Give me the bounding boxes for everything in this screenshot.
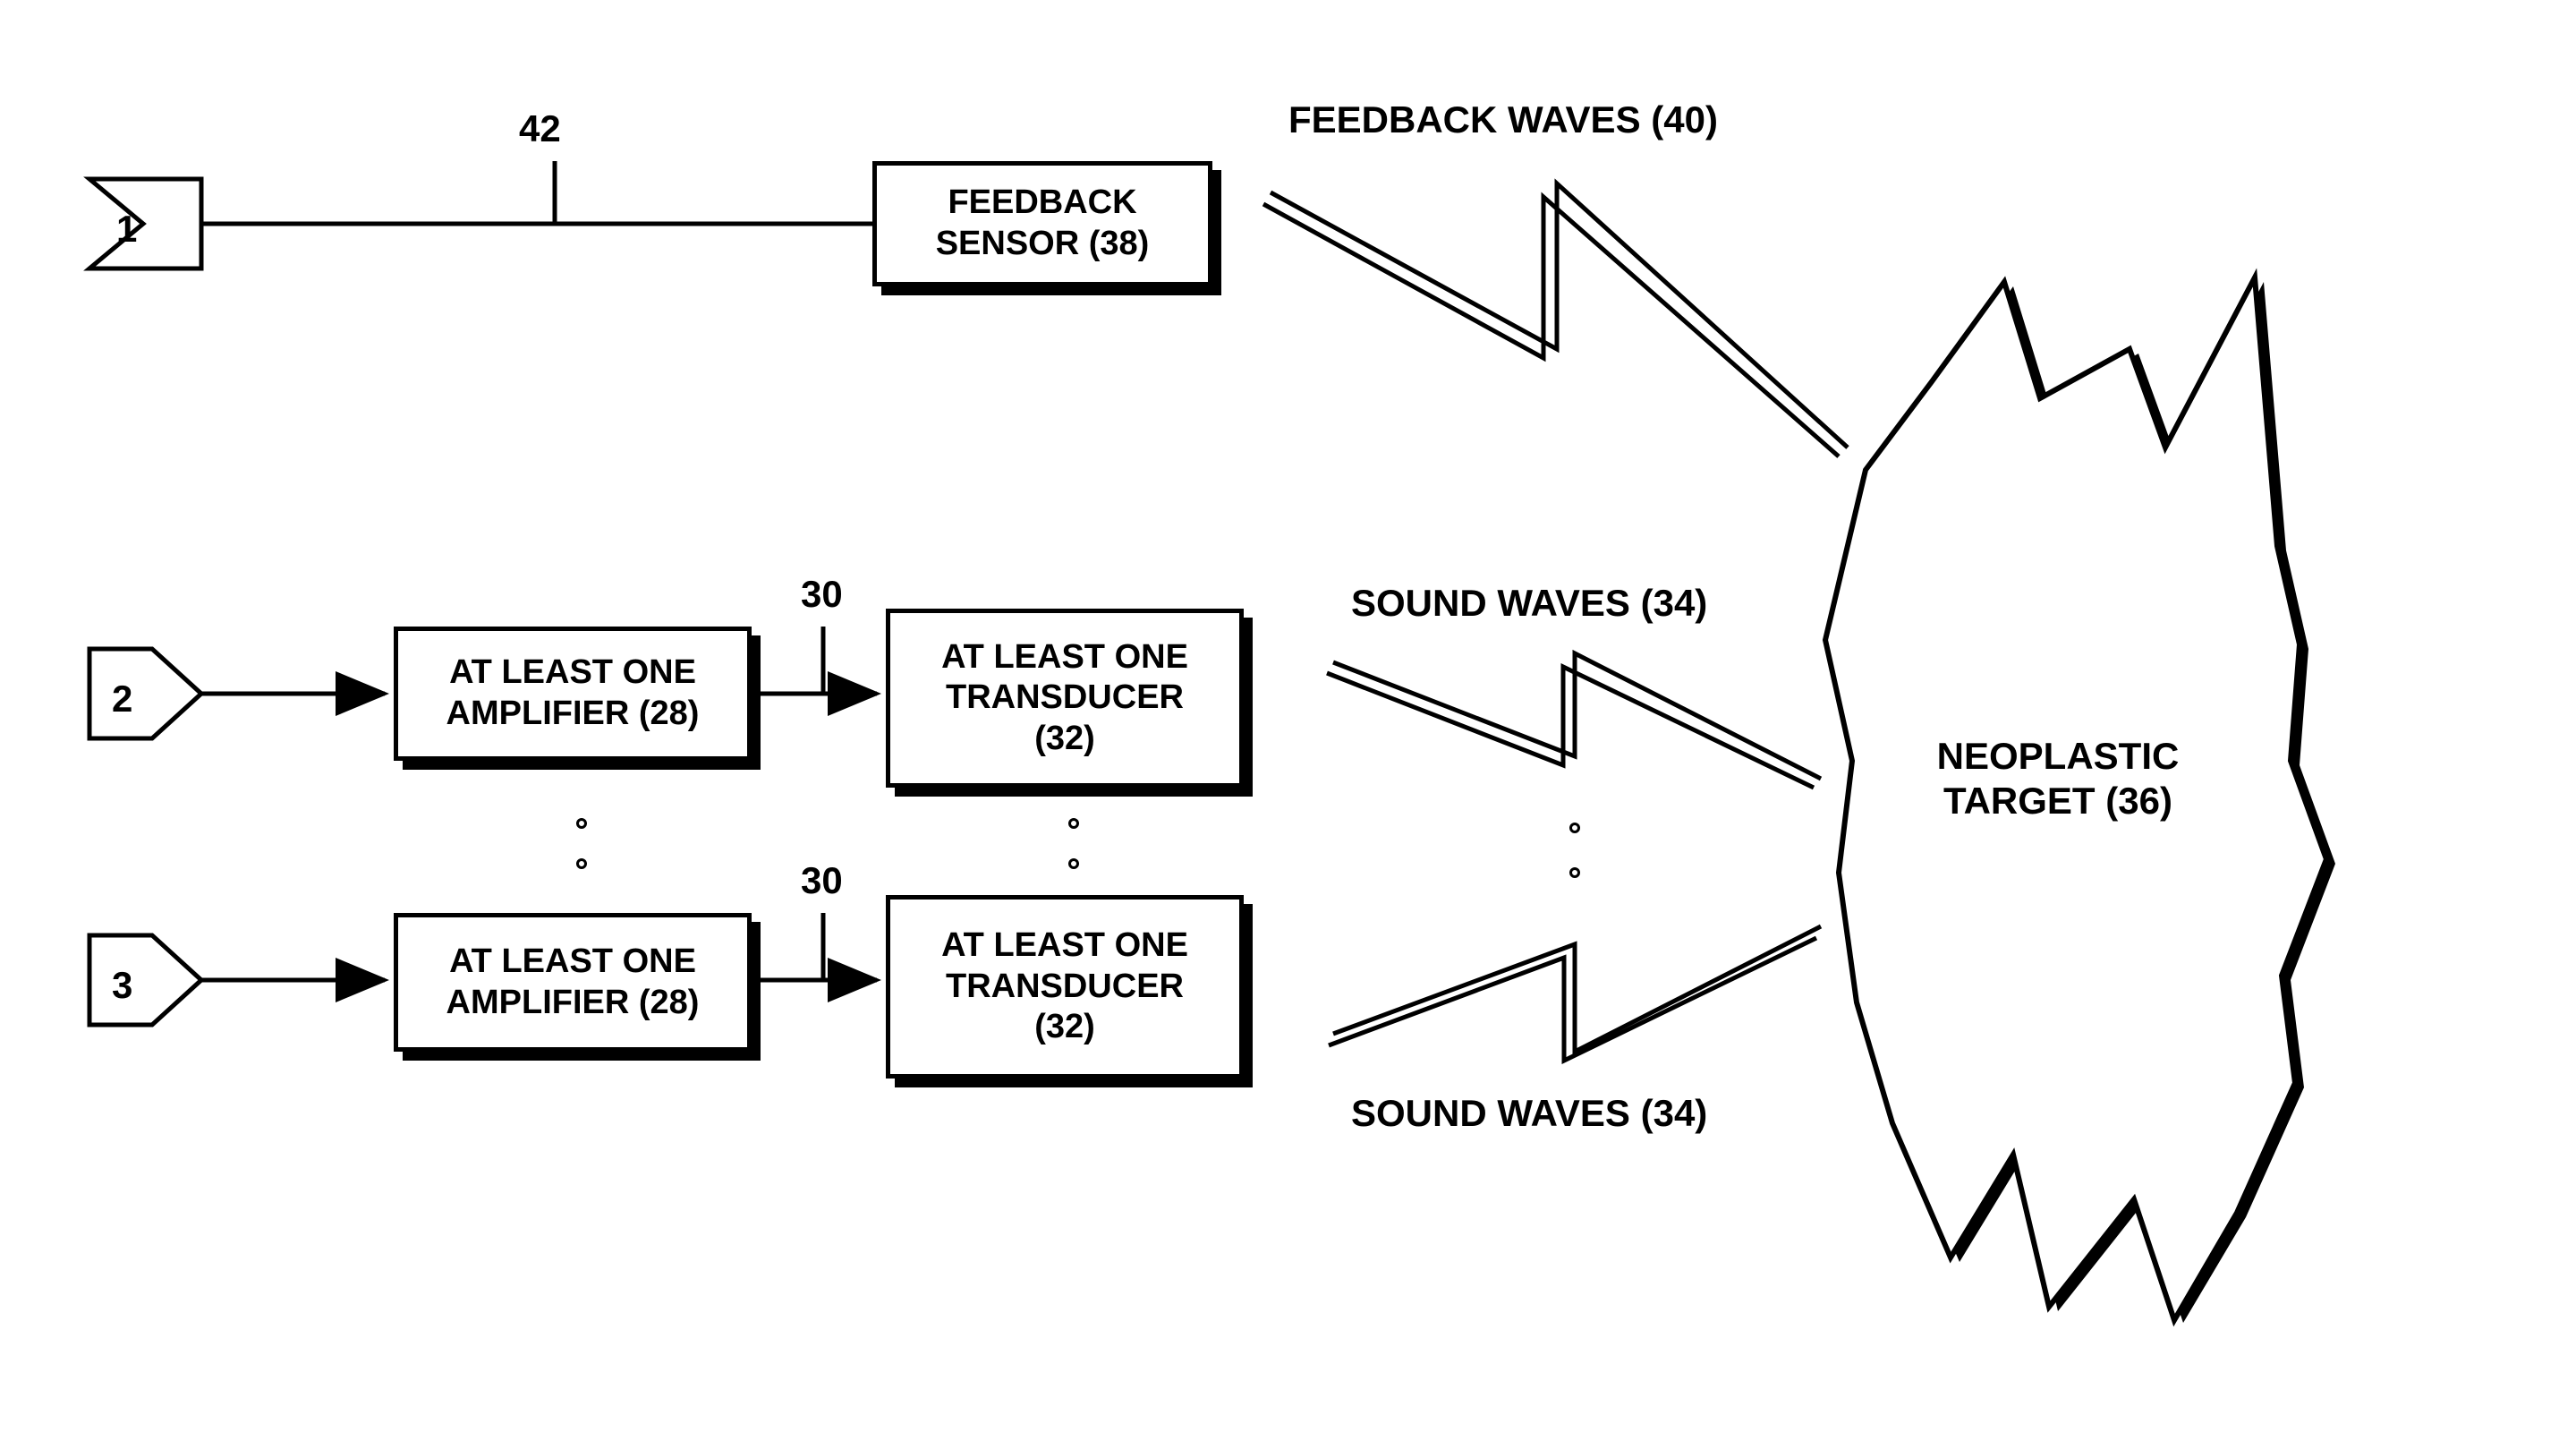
svg-text:1: 1 <box>116 208 137 250</box>
diagram-canvas: 1 2 3 <box>0 0 2576 1441</box>
connections-overlay: 1 2 3 <box>0 0 2576 1441</box>
transducer-2-box: AT LEAST ONE TRANSDUCER (32) <box>886 895 1244 1079</box>
sound-waves-1-label: SOUND WAVES (34) <box>1351 582 1707 625</box>
feedback-waves <box>1263 183 1848 456</box>
ellipsis-dot <box>1068 818 1079 829</box>
ref-30a-label: 30 <box>801 573 843 616</box>
ref-42-label: 42 <box>519 107 561 150</box>
ellipsis-dot <box>576 818 587 829</box>
sound-waves-2-label: SOUND WAVES (34) <box>1351 1092 1707 1135</box>
amplifier-2-box: AT LEAST ONE AMPLIFIER (28) <box>394 913 752 1052</box>
ellipsis-dot <box>1569 823 1580 833</box>
svg-text:3: 3 <box>112 964 132 1006</box>
sound-waves-1 <box>1327 653 1821 788</box>
ellipsis-dot <box>576 858 587 869</box>
ellipsis-dot <box>1068 858 1079 869</box>
connector-3: 3 <box>89 935 201 1025</box>
amplifier-1-box: AT LEAST ONE AMPLIFIER (28) <box>394 627 752 761</box>
svg-text:2: 2 <box>112 678 132 720</box>
feedback-sensor-box: FEEDBACK SENSOR (38) <box>872 161 1212 286</box>
connector-2: 2 <box>89 649 201 738</box>
ellipsis-dot <box>1569 867 1580 878</box>
ref-30b-label: 30 <box>801 859 843 902</box>
neoplastic-target-label: NEOPLASTIC TARGET (36) <box>1915 734 2201 824</box>
sound-waves-2 <box>1329 926 1821 1061</box>
transducer-1-box: AT LEAST ONE TRANSDUCER (32) <box>886 609 1244 788</box>
connector-1: 1 <box>89 179 201 269</box>
feedback-waves-label: FEEDBACK WAVES (40) <box>1288 98 1718 141</box>
